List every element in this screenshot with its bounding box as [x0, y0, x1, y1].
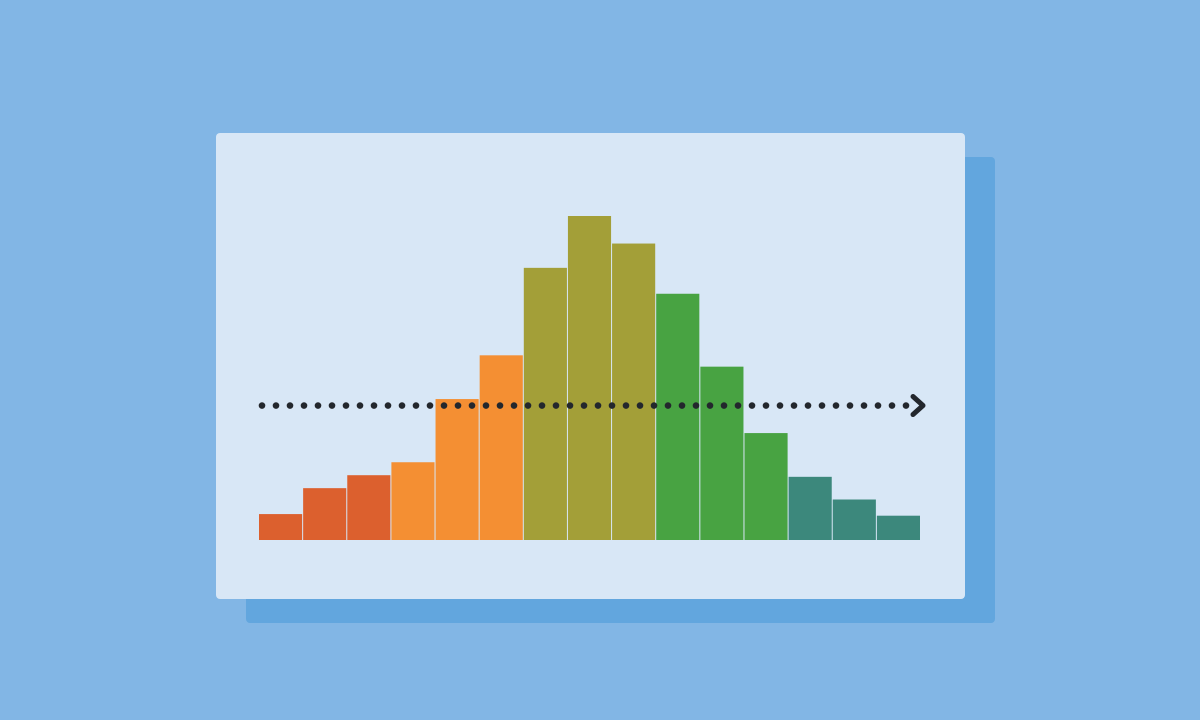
reference-dot	[328, 402, 336, 409]
reference-dot	[286, 402, 294, 409]
reference-dot	[832, 402, 840, 409]
reference-dot	[300, 402, 308, 409]
histogram-bar	[567, 216, 612, 540]
histogram-bar	[832, 499, 876, 540]
reference-dot	[762, 402, 770, 409]
histogram-bar	[876, 515, 920, 540]
reference-dot	[706, 402, 714, 409]
reference-dot	[580, 402, 588, 409]
reference-dot	[538, 402, 546, 409]
reference-dot	[398, 402, 406, 409]
reference-dot	[622, 402, 630, 409]
dotted-arrow-line	[258, 394, 926, 418]
histogram-bar	[347, 475, 391, 540]
histogram-bar	[479, 355, 523, 540]
reference-dot	[454, 402, 462, 409]
reference-dot	[384, 402, 392, 409]
reference-dot	[426, 402, 434, 409]
reference-dot	[902, 402, 910, 409]
arrowhead-icon	[910, 394, 926, 418]
reference-dot	[468, 402, 476, 409]
histogram-bar	[391, 462, 435, 540]
reference-dot	[258, 402, 266, 409]
reference-dot	[790, 402, 798, 409]
histogram-bar	[700, 366, 744, 540]
reference-dot	[594, 402, 602, 409]
reference-dot	[314, 402, 322, 409]
reference-dot	[874, 402, 882, 409]
histogram-bar	[259, 514, 303, 540]
reference-dot	[342, 402, 350, 409]
reference-dot	[482, 402, 490, 409]
reference-dot	[804, 402, 812, 409]
reference-dot	[734, 402, 742, 409]
reference-dot	[818, 402, 826, 409]
histogram-bar	[788, 476, 832, 540]
reference-dot	[552, 402, 560, 409]
reference-dot	[412, 402, 420, 409]
reference-dot	[846, 402, 854, 409]
reference-dot	[720, 402, 728, 409]
reference-dot	[608, 402, 616, 409]
reference-dot	[524, 402, 532, 409]
reference-dot	[678, 402, 686, 409]
histogram-bar	[612, 243, 656, 540]
histogram-bar	[656, 293, 700, 540]
reference-dot	[356, 402, 364, 409]
reference-dot	[776, 402, 784, 409]
histogram-bar	[303, 488, 347, 540]
reference-dot	[650, 402, 658, 409]
reference-dot	[272, 402, 280, 409]
reference-dot	[664, 402, 672, 409]
histogram-bar	[435, 399, 479, 540]
chart-card	[216, 133, 965, 599]
reference-dot	[860, 402, 868, 409]
reference-dot	[510, 402, 518, 409]
histogram-bar	[523, 267, 567, 540]
reference-dot	[370, 402, 378, 409]
reference-dot	[636, 402, 644, 409]
histogram-bar	[744, 433, 788, 540]
reference-dot	[888, 402, 896, 409]
reference-dot	[692, 402, 700, 409]
reference-dot	[748, 402, 756, 409]
reference-dot	[440, 402, 448, 409]
reference-dot	[566, 402, 574, 409]
reference-dot	[496, 402, 504, 409]
bar-series	[259, 216, 920, 540]
histogram-chart	[258, 216, 926, 540]
